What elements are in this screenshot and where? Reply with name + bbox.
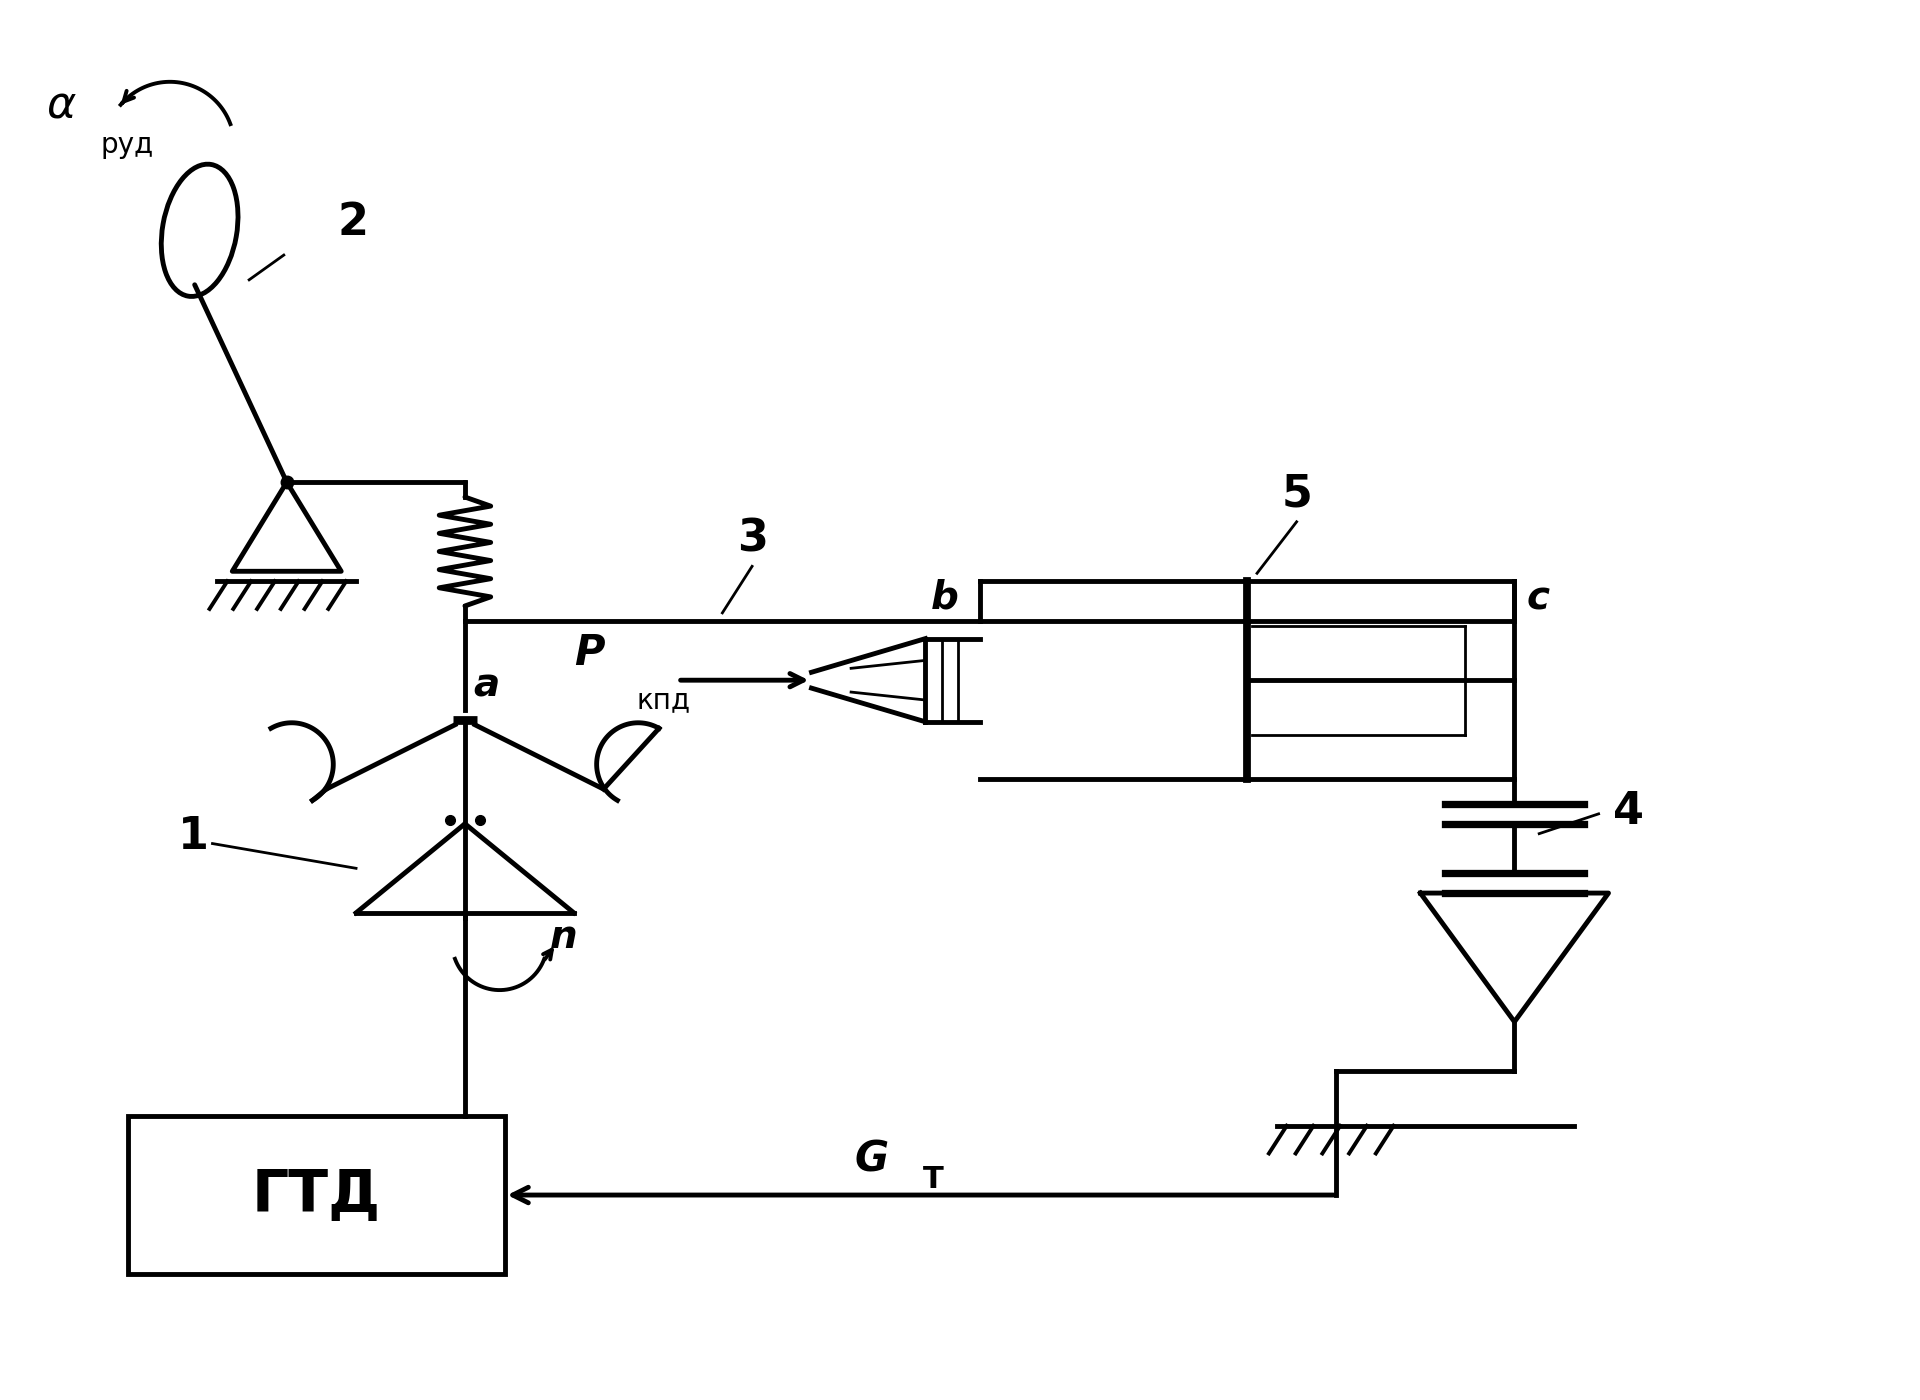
Text: Т: Т [922, 1165, 943, 1194]
Text: 4: 4 [1613, 790, 1644, 833]
Text: кпд: кпд [636, 686, 691, 714]
Text: $\boldsymbol{b}$: $\boldsymbol{b}$ [931, 580, 958, 617]
Text: $\boldsymbol{c}$: $\boldsymbol{c}$ [1526, 580, 1551, 617]
Text: руд: руд [100, 132, 154, 160]
Text: $\alpha$: $\alpha$ [46, 84, 77, 126]
Text: ГТД: ГТД [252, 1166, 380, 1224]
Text: $\boldsymbol{n}$: $\boldsymbol{n}$ [549, 917, 576, 956]
Text: 2: 2 [338, 202, 369, 244]
Text: 3: 3 [737, 518, 768, 560]
Text: 1: 1 [179, 815, 209, 858]
Text: $\boldsymbol{G}$: $\boldsymbol{G}$ [854, 1137, 889, 1179]
Bar [129, 1116, 505, 1274]
Text: 5: 5 [1281, 473, 1311, 517]
Text: $\boldsymbol{a}$: $\boldsymbol{a}$ [472, 665, 499, 703]
Text: $\boldsymbol{P}$: $\boldsymbol{P}$ [574, 633, 607, 675]
